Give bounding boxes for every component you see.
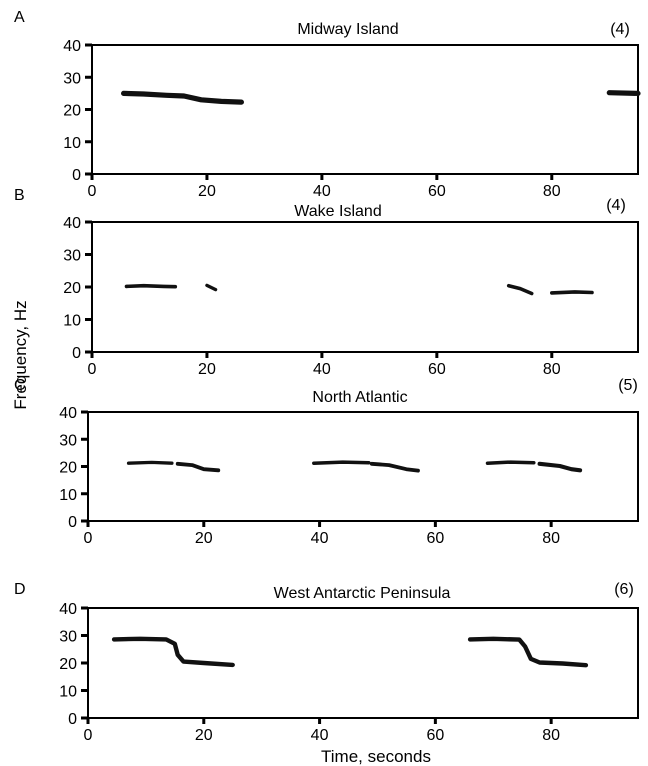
call-trace: [467, 636, 589, 668]
panel-c: C North Atlantic (5) 0 10 20 30 40 0 20 40 60 80: [14, 377, 639, 547]
plot-frame: [87, 607, 639, 719]
panel-title: West Antarctic Peninsula: [274, 585, 451, 602]
panel-title: North Atlantic: [312, 389, 407, 406]
panel-label: A: [14, 9, 25, 26]
x-tick-label: 60: [428, 183, 446, 200]
panel-note: (4): [606, 197, 626, 214]
y-tick-label: 30: [63, 70, 81, 87]
y-tick-label: 20: [59, 656, 77, 673]
x-tick-label: 80: [542, 530, 560, 547]
x-tick-label: 0: [88, 361, 97, 378]
y-tick-label: 0: [72, 345, 81, 362]
panel-label: B: [14, 187, 25, 204]
y-tick-label: 40: [63, 215, 81, 232]
x-tick-label: 60: [426, 727, 444, 744]
y-tick-label: 20: [63, 103, 81, 120]
y-tick-label: 20: [63, 280, 81, 297]
call-trace: [606, 90, 641, 96]
panel-note: (4): [610, 21, 630, 38]
panel-title: Wake Island: [294, 203, 381, 220]
y-tick-label: 10: [59, 487, 77, 504]
x-tick-label: 80: [543, 183, 561, 200]
y-tick-label: 0: [72, 167, 81, 184]
panel-a: A Midway Island (4) 0 10 20 30 40 0 20 40 60 80: [14, 9, 641, 200]
call-trace: [369, 461, 420, 473]
y-tick-label: 30: [59, 432, 77, 449]
x-tick-label: 0: [88, 183, 97, 200]
y-tick-label: 10: [63, 135, 81, 152]
x-tick-label: 80: [543, 361, 561, 378]
x-axis-label: Time, seconds: [321, 747, 431, 766]
call-trace: [537, 461, 583, 473]
y-tick-label: 0: [68, 514, 77, 531]
y-tick-label: 10: [59, 684, 77, 701]
x-tick-label: 60: [426, 530, 444, 547]
call-trace: [205, 283, 218, 292]
x-tick-label: 0: [84, 530, 93, 547]
y-tick-label: 0: [68, 711, 77, 728]
x-tick-label: 40: [311, 530, 329, 547]
call-trace: [175, 461, 221, 473]
panel-label: C: [14, 377, 26, 394]
x-tick-label: 0: [84, 727, 93, 744]
panel-b: B Wake Island (4) 0 10 20 30 40 0 20 40 60 80: [14, 187, 639, 378]
x-tick-label: 80: [542, 727, 560, 744]
x-tick-label: 20: [195, 530, 213, 547]
x-tick-label: 20: [195, 727, 213, 744]
y-axis-label: Frequency, Hz: [11, 300, 30, 409]
y-tick-label: 10: [63, 313, 81, 330]
panel-title: Midway Island: [297, 21, 398, 38]
y-tick-label: 40: [59, 601, 77, 618]
x-tick-label: 40: [311, 727, 329, 744]
panel-note: (6): [614, 581, 634, 598]
panel-note: (5): [618, 377, 638, 394]
call-trace: [550, 290, 594, 295]
y-tick-label: 40: [63, 38, 81, 55]
panel-label: D: [14, 581, 26, 598]
call-trace: [121, 90, 244, 105]
call-trace: [111, 636, 235, 668]
call-trace: [485, 460, 536, 465]
x-tick-label: 60: [428, 361, 446, 378]
call-trace: [126, 460, 174, 465]
plot-frame: [91, 44, 639, 175]
call-trace: [312, 460, 371, 465]
call-trace: [124, 283, 178, 289]
y-tick-label: 30: [63, 248, 81, 265]
x-tick-label: 40: [313, 361, 331, 378]
x-tick-label: 20: [198, 361, 216, 378]
call-trace: [506, 283, 534, 296]
y-tick-label: 30: [59, 629, 77, 646]
x-tick-label: 40: [313, 183, 331, 200]
panel-d: D West Antarctic Peninsula (6) 0 10 20 30 40 0 20…: [14, 581, 639, 744]
x-tick-label: 20: [198, 183, 216, 200]
y-tick-label: 40: [59, 405, 77, 422]
plot-frame: [91, 221, 639, 353]
y-tick-label: 20: [59, 460, 77, 477]
